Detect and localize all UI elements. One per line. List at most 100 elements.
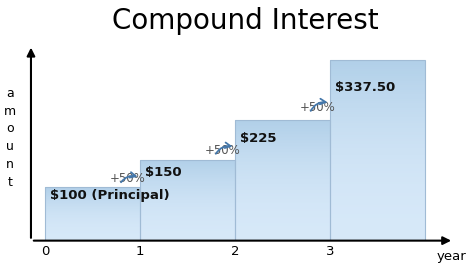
Bar — [235, 211, 330, 212]
Bar — [330, 69, 426, 72]
Bar — [330, 238, 426, 241]
Bar — [140, 196, 235, 198]
Text: u: u — [6, 140, 14, 153]
Bar — [330, 162, 426, 164]
Bar — [235, 152, 330, 153]
Bar — [235, 230, 330, 232]
Bar — [330, 191, 426, 193]
Bar — [235, 225, 330, 227]
Bar — [330, 60, 426, 62]
Bar — [45, 216, 140, 217]
Bar — [330, 220, 426, 222]
Bar — [140, 221, 235, 222]
Bar — [235, 143, 330, 144]
Bar — [330, 171, 426, 173]
Bar — [235, 172, 330, 173]
Bar — [330, 186, 426, 189]
Bar — [45, 232, 140, 233]
Bar — [330, 87, 426, 89]
Bar — [235, 158, 330, 159]
Bar — [235, 212, 330, 214]
Bar — [45, 207, 140, 208]
Bar — [45, 191, 140, 192]
Bar — [45, 233, 140, 234]
Bar — [330, 193, 426, 196]
Bar — [140, 229, 235, 230]
Text: o: o — [6, 122, 14, 136]
Bar — [235, 140, 330, 141]
Bar — [330, 103, 426, 105]
Bar — [235, 206, 330, 208]
Bar — [140, 212, 235, 214]
Bar — [235, 209, 330, 211]
Bar — [45, 190, 140, 191]
Bar — [235, 144, 330, 146]
Bar — [330, 89, 426, 92]
Bar — [140, 178, 235, 179]
Bar — [140, 172, 235, 173]
Bar — [140, 201, 235, 202]
Title: Compound Interest: Compound Interest — [111, 7, 378, 35]
Bar — [140, 169, 235, 170]
Text: $225: $225 — [240, 132, 277, 145]
Bar — [330, 150, 426, 153]
Bar — [330, 137, 426, 139]
Bar — [45, 196, 140, 197]
Bar — [330, 146, 426, 148]
Bar — [140, 180, 235, 182]
Bar — [235, 137, 330, 138]
Bar — [45, 224, 140, 225]
Bar — [330, 169, 426, 171]
Bar — [45, 209, 140, 210]
Bar — [330, 173, 426, 175]
Bar — [45, 235, 140, 236]
Bar — [330, 101, 426, 103]
Bar — [330, 62, 426, 65]
Text: +50%: +50% — [110, 172, 146, 185]
Bar — [330, 211, 426, 214]
Bar — [330, 202, 426, 205]
Bar — [45, 187, 140, 188]
Bar — [235, 173, 330, 175]
Bar — [235, 155, 330, 156]
Text: t: t — [8, 176, 12, 189]
Bar — [140, 208, 235, 209]
Bar — [235, 167, 330, 169]
Bar — [330, 144, 426, 146]
Bar — [330, 139, 426, 141]
Bar — [45, 230, 140, 231]
Bar — [330, 76, 426, 78]
Bar — [235, 149, 330, 150]
Bar — [330, 153, 426, 155]
Bar — [235, 159, 330, 161]
Bar — [235, 162, 330, 164]
Bar — [45, 187, 140, 241]
Bar — [235, 191, 330, 192]
Bar — [330, 234, 426, 236]
Bar — [45, 214, 140, 215]
Bar — [45, 222, 140, 223]
Bar — [330, 119, 426, 121]
Bar — [235, 224, 330, 225]
Bar — [330, 80, 426, 83]
Bar — [235, 122, 330, 123]
Bar — [140, 232, 235, 233]
Bar — [330, 232, 426, 234]
Bar — [140, 220, 235, 221]
Bar — [140, 211, 235, 212]
Bar — [140, 176, 235, 178]
Bar — [330, 207, 426, 209]
Bar — [140, 163, 235, 164]
Bar — [235, 196, 330, 197]
Bar — [330, 94, 426, 96]
Text: +50%: +50% — [205, 144, 241, 157]
Bar — [140, 219, 235, 220]
Text: $337.50: $337.50 — [335, 81, 395, 94]
Bar — [235, 183, 330, 185]
Bar — [140, 198, 235, 199]
Bar — [330, 132, 426, 135]
Bar — [330, 78, 426, 80]
Bar — [330, 166, 426, 169]
Bar — [45, 228, 140, 229]
Bar — [140, 192, 235, 193]
